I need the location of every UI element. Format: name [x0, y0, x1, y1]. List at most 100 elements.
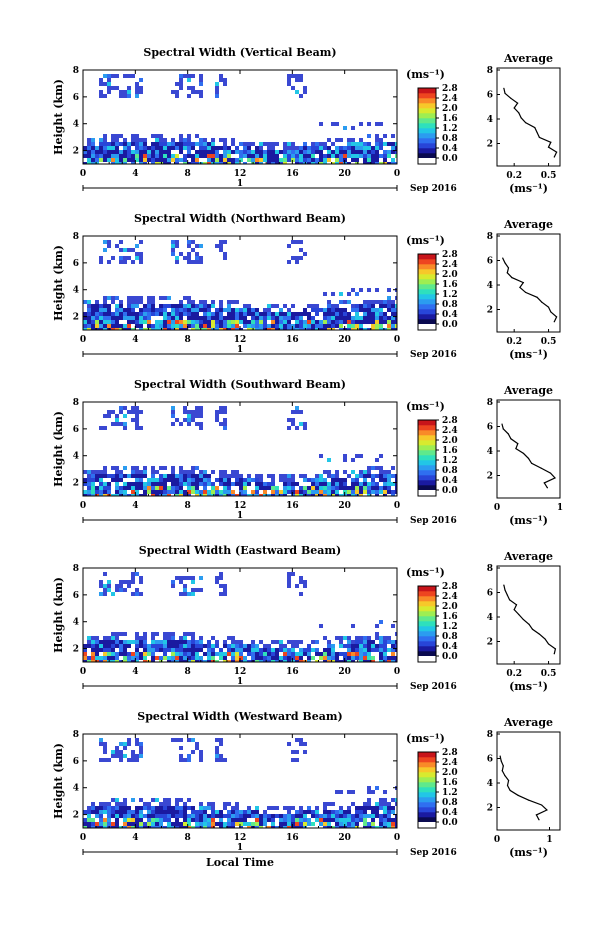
echo-cell: [339, 486, 343, 490]
colorbar-tick-label: 1.6: [442, 778, 458, 788]
echo-cell: [135, 146, 139, 150]
echo-cell: [223, 320, 227, 324]
echo-cell: [299, 256, 303, 260]
echo-cell: [107, 814, 111, 818]
echo-cell: [391, 494, 395, 496]
echo-cell: [195, 814, 199, 818]
echo-cell: [215, 312, 219, 316]
echo-cell: [111, 154, 115, 158]
echo-cell: [167, 320, 171, 324]
echo-cell: [127, 74, 131, 78]
echo-cell: [195, 316, 199, 320]
echo-cell: [227, 648, 231, 652]
echo-cell: [295, 150, 299, 154]
echo-cell: [187, 414, 191, 418]
colorbar-swatch: [418, 631, 436, 637]
echo-cell: [127, 660, 131, 662]
echo-cell: [387, 648, 391, 652]
echo-cell: [363, 802, 367, 806]
echo-cell: [103, 74, 107, 78]
echo-cell: [383, 802, 387, 806]
echo-cell: [191, 652, 195, 656]
colorbar-tick-label: 0.4: [442, 476, 458, 486]
echo-cell: [227, 660, 231, 662]
echo-cell: [299, 146, 303, 150]
echo-cell: [199, 588, 203, 592]
echo-cell: [191, 738, 195, 742]
echo-cell: [83, 470, 87, 474]
echo-cell: [171, 466, 175, 470]
echo-cell: [191, 240, 195, 244]
echo-cell: [291, 422, 295, 426]
echo-cell: [147, 490, 151, 494]
echo-cell: [199, 802, 203, 806]
echo-cell: [303, 146, 307, 150]
echo-cell: [103, 308, 107, 312]
echo-cell: [247, 814, 251, 818]
echo-cell: [207, 490, 211, 494]
echo-cell: [107, 74, 111, 78]
echo-cell: [207, 660, 211, 662]
echo-cell: [279, 312, 283, 316]
echo-cell: [383, 154, 387, 158]
echo-cell: [331, 312, 335, 316]
echo-cell: [279, 822, 283, 826]
echo-cell: [147, 806, 151, 810]
echo-cell: [271, 324, 275, 328]
echo-cell: [115, 142, 119, 146]
echo-cell: [251, 648, 255, 652]
echo-cell: [295, 324, 299, 328]
echo-cell: [195, 260, 199, 264]
echo-cell: [111, 656, 115, 660]
colorbar-tick-label: 1.6: [442, 280, 458, 290]
echo-cell: [371, 818, 375, 822]
echo-cell: [327, 660, 331, 662]
echo-cell: [119, 632, 123, 636]
echo-cell: [239, 652, 243, 656]
echo-cell: [139, 818, 143, 822]
echo-cell: [263, 644, 267, 648]
echo-cell: [195, 588, 199, 592]
echo-cell: [295, 146, 299, 150]
echo-cell: [323, 316, 327, 320]
echo-cell: [299, 576, 303, 580]
echo-cell: [227, 316, 231, 320]
echo-cell: [379, 162, 383, 164]
echo-cell: [183, 656, 187, 660]
echo-cell: [123, 74, 127, 78]
echo-cell: [395, 648, 397, 652]
echo-cell: [211, 652, 215, 656]
echo-cell: [239, 308, 243, 312]
echo-cell: [363, 304, 367, 308]
echo-cell: [323, 154, 327, 158]
echo-cell: [307, 644, 311, 648]
echo-cell: [283, 660, 287, 662]
echo-cell: [395, 154, 397, 158]
echo-cell: [99, 426, 103, 430]
echo-cell: [183, 474, 187, 478]
colorbar-swatch: [418, 158, 436, 164]
echo-cell: [259, 328, 263, 330]
echo-cell: [223, 814, 227, 818]
echo-cell: [139, 142, 143, 146]
echo-cell: [87, 822, 91, 826]
echo-cell: [167, 494, 171, 496]
echo-cell: [91, 494, 95, 496]
echo-cell: [207, 308, 211, 312]
echo-cell: [231, 640, 235, 644]
echo-cell: [151, 660, 155, 662]
echo-cell: [191, 142, 195, 146]
echo-cell: [383, 826, 387, 828]
echo-cell: [315, 482, 319, 486]
echo-cell: [131, 308, 135, 312]
echo-cell: [271, 822, 275, 826]
echo-cell: [315, 324, 319, 328]
echo-cell: [191, 474, 195, 478]
echo-cell: [111, 142, 115, 146]
colorbar-swatch: [418, 636, 436, 642]
echo-cell: [123, 312, 127, 316]
echo-cell: [291, 656, 295, 660]
echo-cell: [135, 316, 139, 320]
echo-cell: [379, 490, 383, 494]
echo-cell: [235, 802, 239, 806]
